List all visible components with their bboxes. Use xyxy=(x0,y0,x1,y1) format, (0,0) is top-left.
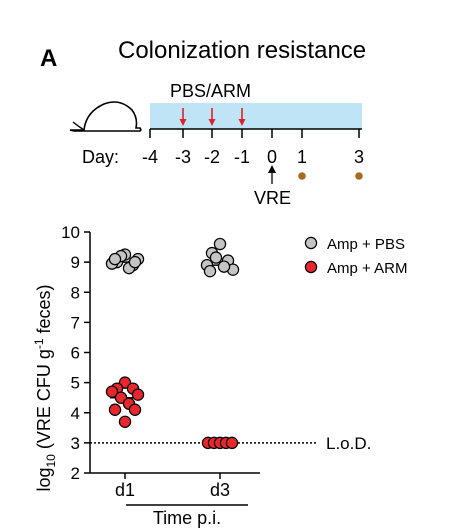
legend-marker-0 xyxy=(304,236,318,250)
x-tick-label-0: d1 xyxy=(115,480,135,500)
y-tick-label-5: 7 xyxy=(71,313,80,332)
timeline-day-labels: -4 -3 -2 -1 0 1 3 xyxy=(142,147,364,167)
sampling-dot-1 xyxy=(355,172,363,180)
ylabel-prefix: log xyxy=(34,468,54,492)
y-tick-label-8: 10 xyxy=(61,223,80,242)
point-amp-arm-d1-3 xyxy=(105,385,119,398)
point-amp-arm-d1-7 xyxy=(108,403,122,416)
timeline-day-label-1: -3 xyxy=(175,147,191,167)
median-lines xyxy=(110,261,235,444)
y-tick-label-2: 4 xyxy=(71,404,80,423)
day-prefix: Day: xyxy=(82,147,119,167)
timeline-schematic: PBS/ARM Day: -4 -3 -2 -1 0 1 3 VRE xyxy=(69,81,364,208)
point-amp-pbs-d3-5 xyxy=(209,251,223,264)
treatment-arrows xyxy=(179,108,246,126)
y-tick-label-3: 5 xyxy=(71,374,80,393)
point-amp-arm-d1-9 xyxy=(118,415,132,428)
legend-marker-1 xyxy=(304,260,318,274)
timeline-day-label-0: -4 xyxy=(142,147,158,167)
treatment-arrow-0 xyxy=(179,108,187,126)
timeline-day-label-4: 0 xyxy=(267,147,277,167)
legend-label-1: Amp + ARM xyxy=(327,260,407,277)
data-points xyxy=(105,237,240,450)
point-amp-arm-d3-4 xyxy=(225,436,239,450)
timeline-day-label-6: 3 xyxy=(354,147,364,167)
treatment-arrow-1 xyxy=(208,108,216,126)
treatment-label: PBS/ARM xyxy=(170,81,251,101)
timeline-day-label-2: -2 xyxy=(204,147,220,167)
treatment-arrow-2 xyxy=(238,108,246,126)
y-tick-label-7: 9 xyxy=(71,253,80,272)
timeline-ticks xyxy=(149,129,360,138)
lod-label: L.o.D. xyxy=(326,434,371,453)
ylabel-mid: (VRE CFU g xyxy=(34,349,54,454)
x-tick-label-1: d3 xyxy=(210,480,230,500)
sampling-dot-0 xyxy=(298,172,306,180)
treatment-band xyxy=(150,103,362,129)
legend: Amp + PBS Amp + ARM xyxy=(304,236,407,277)
timeline-day-label-5: 1 xyxy=(297,147,307,167)
timeline-day-label-3: -1 xyxy=(234,147,250,167)
ylabel-suffix: feces) xyxy=(34,284,54,338)
y-axis-label: log10 (VRE CFU g-1 feces) xyxy=(32,284,58,491)
y-ticks: 2 3 4 5 6 7 8 9 10 xyxy=(61,223,90,483)
y-tick-label-6: 8 xyxy=(71,283,80,302)
y-tick-label-4: 6 xyxy=(71,344,80,363)
point-amp-pbs-d3-7 xyxy=(203,264,217,278)
infection-label: VRE xyxy=(254,188,291,208)
point-amp-pbs-d3-0 xyxy=(213,237,227,251)
sampling-dots xyxy=(298,172,363,180)
point-amp-arm-d1-8 xyxy=(128,403,142,416)
panel-letter: A xyxy=(40,45,57,72)
x-ticks: d1 d3 xyxy=(115,473,230,500)
svg-text:log10 (VRE CFU g-1 feces): log10 (VRE CFU g-1 feces) xyxy=(32,284,58,491)
y-tick-label-1: 3 xyxy=(71,434,80,453)
point-amp-arm-d1-4 xyxy=(131,388,145,401)
mouse-icon xyxy=(69,101,142,132)
ylabel-sup: -1 xyxy=(32,338,46,349)
infection-arrow xyxy=(268,165,276,184)
y-tick-label-0: 2 xyxy=(71,464,80,483)
legend-label-0: Amp + PBS xyxy=(327,236,405,253)
x-axis-label: Time p.i. xyxy=(153,508,221,528)
panel-title: Colonization resistance xyxy=(118,37,366,64)
point-amp-pbs-d3-6 xyxy=(217,260,231,273)
point-amp-pbs-d1-7 xyxy=(108,252,122,266)
ylabel-sub: 10 xyxy=(44,454,58,468)
point-amp-pbs-d1-8 xyxy=(128,255,142,269)
